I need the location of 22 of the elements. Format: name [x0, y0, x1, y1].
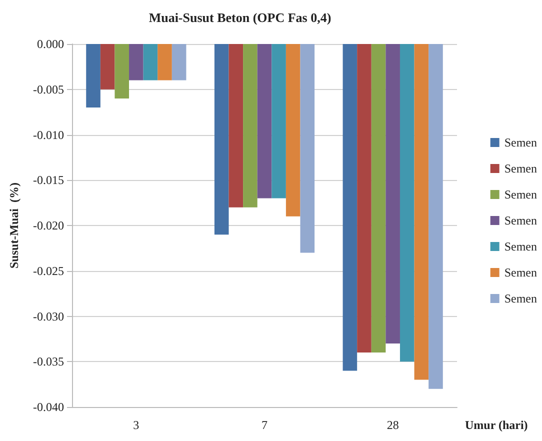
y-tick-label: -0.025	[33, 264, 64, 278]
legend-label: Semen	[504, 266, 538, 280]
x-tick-label: 7	[262, 418, 268, 432]
x-tick-label: 3	[133, 418, 140, 432]
legend-label: Semen	[504, 136, 538, 150]
legend-label: Semen	[504, 188, 538, 202]
legend-label: Semen	[504, 292, 538, 306]
y-tick-label: -0.020	[33, 218, 64, 232]
y-axis-title: Susut-Muai (%)	[7, 182, 21, 269]
y-tick-label: -0.035	[33, 354, 64, 369]
legend-label: Semen	[504, 214, 538, 228]
y-tick-label: -0.010	[33, 128, 64, 142]
chart-title: Muai-Susut Beton (OPC Fas 0,4)	[148, 10, 332, 25]
x-axis-title: Umur (hari)	[465, 418, 528, 432]
y-tick-label: -0.015	[33, 173, 64, 188]
y-tick-label: -0.040	[33, 400, 64, 414]
y-tick-label: -0.030	[33, 309, 64, 324]
y-tick-label: 0.000	[37, 37, 64, 51]
y-tick-label: -0.005	[33, 82, 64, 96]
x-tick-label: 28	[386, 418, 399, 432]
legend-label: Semen	[504, 162, 538, 176]
legend-label: Semen	[504, 240, 538, 254]
